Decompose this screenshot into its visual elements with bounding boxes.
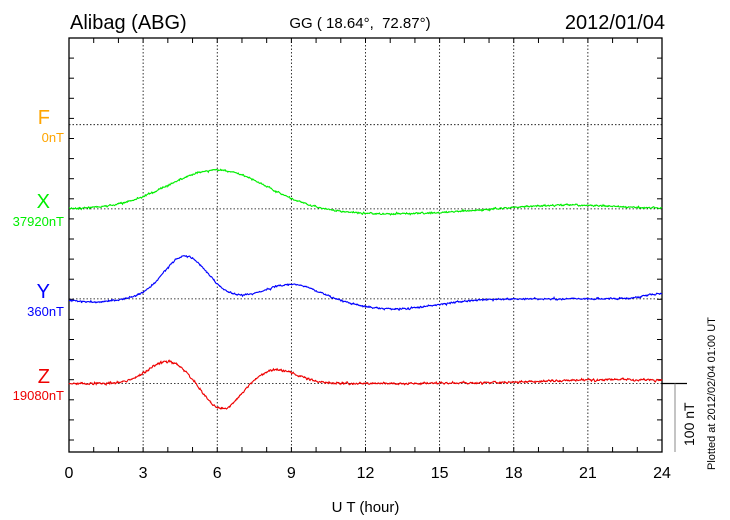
svg-text:12: 12	[357, 465, 375, 482]
svg-text:6: 6	[213, 465, 222, 482]
svg-text:15: 15	[431, 465, 449, 482]
svg-text:21: 21	[579, 465, 597, 482]
svg-text:9: 9	[287, 465, 296, 482]
svg-text:24: 24	[653, 465, 671, 482]
svg-text:3: 3	[139, 465, 148, 482]
svg-text:18: 18	[505, 465, 523, 482]
svg-text:0: 0	[65, 465, 74, 482]
